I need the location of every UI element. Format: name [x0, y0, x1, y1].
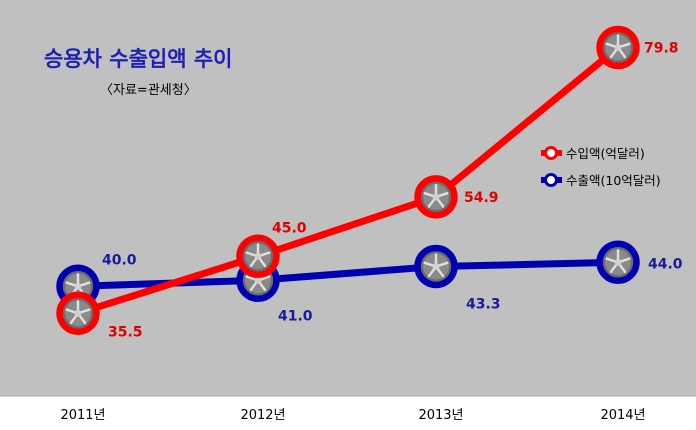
data-label-export-1: 41.0 — [278, 308, 313, 324]
x-tick-label-3: 2014년 — [600, 408, 645, 423]
legend-label-0: 수입액(억달러) — [566, 146, 645, 161]
data-label-export-3: 44.0 — [648, 256, 683, 272]
legend: 수입액(억달러) 수출액(10억달러) — [541, 146, 661, 188]
data-label-import-0: 35.5 — [108, 324, 143, 340]
data-labels: 35.5 45.0 54.9 79.8 40.0 41.0 43.3 44.0 — [102, 41, 683, 341]
marker-wheel-icon-0-2 — [414, 175, 458, 219]
marker-wheel-icon-1-3 — [596, 240, 640, 285]
data-label-import-2: 54.9 — [464, 190, 499, 206]
x-tick-label-2: 2013년 — [418, 408, 463, 423]
chart-title: 승용차 수출입액 추이 — [44, 47, 233, 71]
marker-wheel-icon-0-0 — [56, 291, 100, 336]
data-label-export-2: 43.3 — [466, 297, 501, 313]
x-axis-ticks: 2011년 2012년 2013년 2014년 — [60, 408, 645, 423]
plot-area — [0, 0, 696, 396]
marker-wheel-icon-0-3 — [596, 25, 640, 70]
data-label-import-3: 79.8 — [644, 41, 679, 57]
data-label-export-0: 40.0 — [102, 252, 137, 268]
marker-wheel-icon-0-1 — [236, 234, 280, 279]
x-tick-label-0: 2011년 — [60, 408, 105, 423]
data-label-import-1: 45.0 — [272, 220, 307, 236]
legend-marker-1 — [544, 173, 558, 187]
legend-marker-0 — [544, 146, 558, 160]
series-line-0 — [76, 44, 621, 317]
marker-wheel-icon-1-2 — [414, 244, 458, 289]
series-markers — [56, 25, 640, 336]
x-tick-label-1: 2012년 — [240, 408, 285, 423]
series-lines — [76, 44, 621, 317]
legend-label-1: 수출액(10억달러) — [566, 173, 661, 188]
chart-subtitle: 〈자료=관세청〉 — [100, 83, 197, 98]
